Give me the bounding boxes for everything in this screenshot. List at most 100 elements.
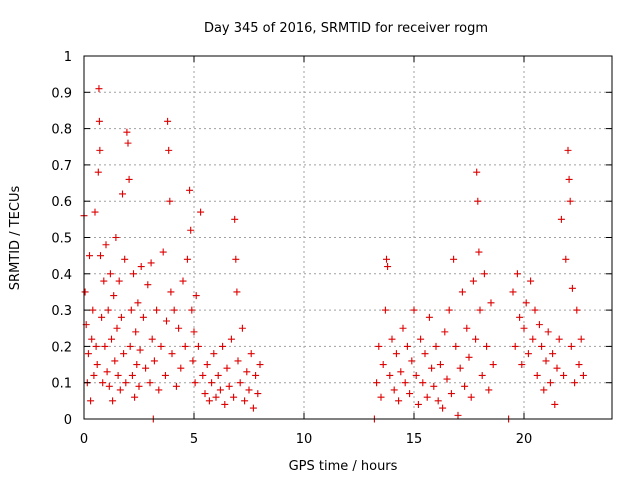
data-point [254, 390, 262, 398]
data-point [109, 397, 117, 405]
data-point [557, 215, 565, 223]
y-axis-label: SRMTID / TECUs [8, 186, 23, 291]
data-point [191, 379, 199, 387]
data-point [148, 335, 156, 343]
data-point [87, 397, 95, 405]
data-point [208, 379, 216, 387]
data-point [241, 397, 249, 405]
x-tick-label: 15 [406, 432, 423, 447]
data-point [456, 364, 464, 372]
data-point [518, 361, 526, 369]
y-tick-label: 0.7 [51, 159, 72, 174]
data-point [381, 306, 389, 314]
data-point [441, 328, 449, 336]
plot-frame [83, 55, 613, 420]
data-point [201, 390, 209, 398]
data-point [216, 386, 224, 394]
data-point [544, 328, 552, 336]
data-point [88, 335, 96, 343]
data-point [549, 350, 557, 358]
data-point [485, 386, 493, 394]
data-point [392, 350, 400, 358]
data-point [113, 324, 121, 332]
data-point [221, 400, 229, 408]
data-point [384, 263, 392, 271]
grid-lines [84, 56, 612, 419]
data-point [142, 364, 150, 372]
data-point [377, 393, 385, 401]
data-point [236, 379, 244, 387]
data-point [480, 270, 488, 278]
data-point [168, 350, 176, 358]
data-point [428, 364, 436, 372]
data-point [417, 335, 425, 343]
data-point [458, 288, 466, 296]
data-point [108, 335, 115, 343]
data-point [194, 342, 202, 350]
x-tick-label: 5 [190, 432, 198, 447]
data-point [94, 168, 102, 176]
data-point [203, 361, 211, 369]
data-point [249, 404, 257, 412]
y-tick-label: 0.1 [51, 377, 72, 392]
data-point [375, 342, 383, 350]
y-tick-label: 0.8 [51, 123, 72, 138]
data-point [127, 306, 135, 314]
data-point [189, 357, 197, 365]
data-point [443, 375, 451, 383]
data-point [555, 335, 563, 343]
data-point [99, 379, 107, 387]
data-point [177, 364, 185, 372]
axis-ticks [83, 55, 612, 420]
data-point [533, 371, 541, 379]
data-point [139, 313, 147, 321]
data-point [511, 342, 519, 350]
data-point [183, 255, 191, 263]
data-point [478, 371, 486, 379]
data-point [188, 306, 196, 314]
data-point [134, 299, 142, 307]
data-point [147, 259, 155, 267]
data-point [516, 313, 524, 321]
data-point [434, 397, 442, 405]
x-tick-label: 0 [80, 432, 88, 447]
data-point [383, 255, 390, 263]
data-point [167, 288, 175, 296]
data-point [560, 371, 568, 379]
data-point [425, 313, 433, 321]
data-point [96, 146, 104, 154]
data-point [524, 350, 532, 358]
data-point [101, 342, 109, 350]
data-point [546, 379, 554, 387]
data-point [121, 255, 129, 263]
y-tick-label: 0.5 [51, 232, 72, 247]
data-point [436, 361, 444, 369]
data-point [91, 208, 99, 216]
data-point [161, 371, 169, 379]
data-point [475, 248, 483, 256]
data-point [522, 299, 530, 307]
data-point [472, 335, 480, 343]
data-point [159, 248, 167, 256]
data-point [540, 386, 548, 394]
data-point [146, 379, 154, 387]
data-point [553, 364, 561, 372]
data-point [187, 226, 195, 234]
data-point [538, 342, 546, 350]
data-point [124, 139, 132, 147]
data-point [564, 146, 572, 154]
data-point [97, 252, 104, 260]
data-point [531, 306, 539, 314]
data-point [445, 306, 453, 314]
data-point [238, 324, 246, 332]
data-point [567, 342, 575, 350]
data-point [227, 335, 235, 343]
data-point [81, 288, 89, 296]
data-point [123, 128, 131, 136]
data-point [90, 371, 98, 379]
data-point [110, 292, 118, 300]
data-point [144, 281, 152, 289]
y-tick-label: 0.2 [51, 340, 72, 355]
data-point [181, 342, 189, 350]
